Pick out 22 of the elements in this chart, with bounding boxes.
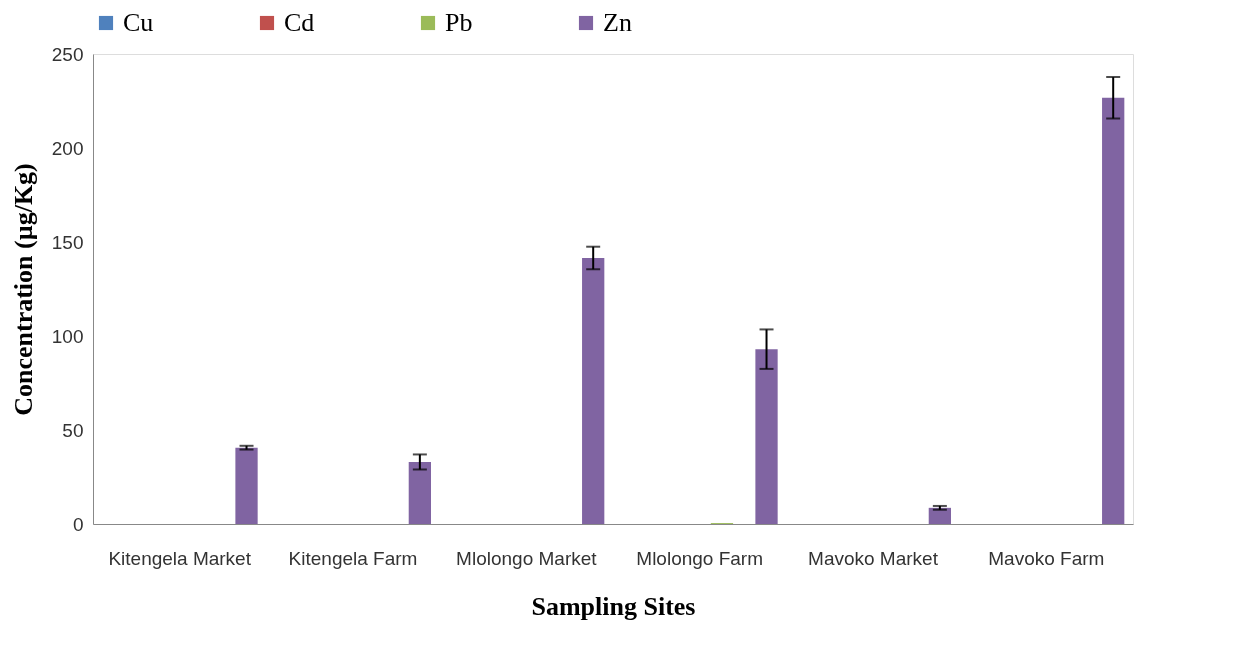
x-tick-label: Mavoko Farm <box>988 547 1105 569</box>
x-tick-label: Mavoko Market <box>808 547 939 569</box>
legend-label: Zn <box>603 8 632 37</box>
legend-label: Cd <box>284 8 315 37</box>
bar <box>1102 97 1125 524</box>
legend-label: Cu <box>123 8 154 37</box>
y-tick-label: 0 <box>72 513 84 535</box>
x-tick-label: Kitengela Market <box>108 547 252 569</box>
y-tick-label: 50 <box>62 419 84 441</box>
y-tick-label: 100 <box>51 325 84 347</box>
x-tick-label: Kitengela Farm <box>288 547 418 569</box>
y-tick-label: 200 <box>51 137 84 159</box>
x-tick-label: Mlolongo Market <box>456 547 598 569</box>
x-axis-title: Sampling Sites <box>531 591 696 621</box>
bar <box>582 257 605 524</box>
y-axis-title: Concentration (µg/Kg) <box>8 163 38 416</box>
x-tick-label: Mlolongo Farm <box>636 547 764 569</box>
y-tick-label: 250 <box>51 43 84 65</box>
bar <box>408 461 431 524</box>
legend-label: Pb <box>445 8 473 37</box>
y-tick-label: 150 <box>51 231 84 253</box>
bar <box>755 349 778 524</box>
